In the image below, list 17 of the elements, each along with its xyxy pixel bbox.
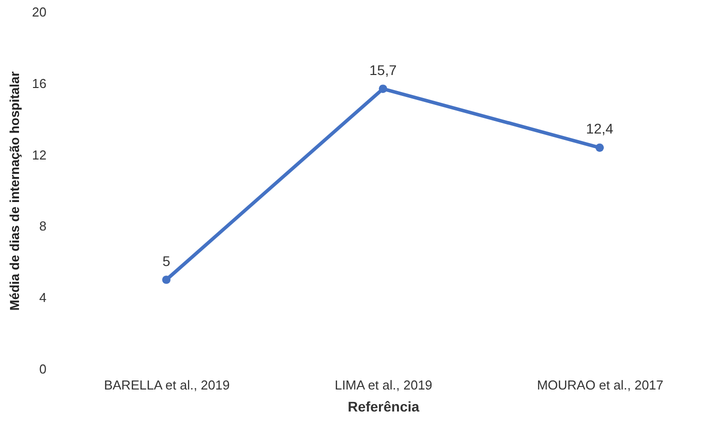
data-label: 12,4 bbox=[586, 120, 614, 137]
y-tick-label: 4 bbox=[39, 290, 46, 306]
y-tick-label: 16 bbox=[32, 76, 46, 91]
point bbox=[595, 143, 604, 152]
y-tick-label: 12 bbox=[32, 147, 46, 162]
y-tick-label: 8 bbox=[39, 218, 46, 234]
data-label: 5 bbox=[162, 252, 170, 269]
x-tick-label: LIMA et al., 2019 bbox=[334, 378, 432, 392]
point bbox=[162, 276, 171, 284]
data-label: 15,7 bbox=[369, 62, 397, 78]
point bbox=[378, 84, 388, 93]
x-axis-title: Referência bbox=[348, 398, 420, 414]
y-tick-label: 20 bbox=[32, 4, 46, 20]
x-tick-label: MOURAO et al., 2017 bbox=[536, 378, 664, 392]
x-tick-label: BARELLA et al., 2019 bbox=[104, 378, 230, 392]
y-tick-label: 0 bbox=[39, 362, 46, 376]
y-axis-title: Média de dias de internação hospitalar bbox=[7, 71, 22, 311]
